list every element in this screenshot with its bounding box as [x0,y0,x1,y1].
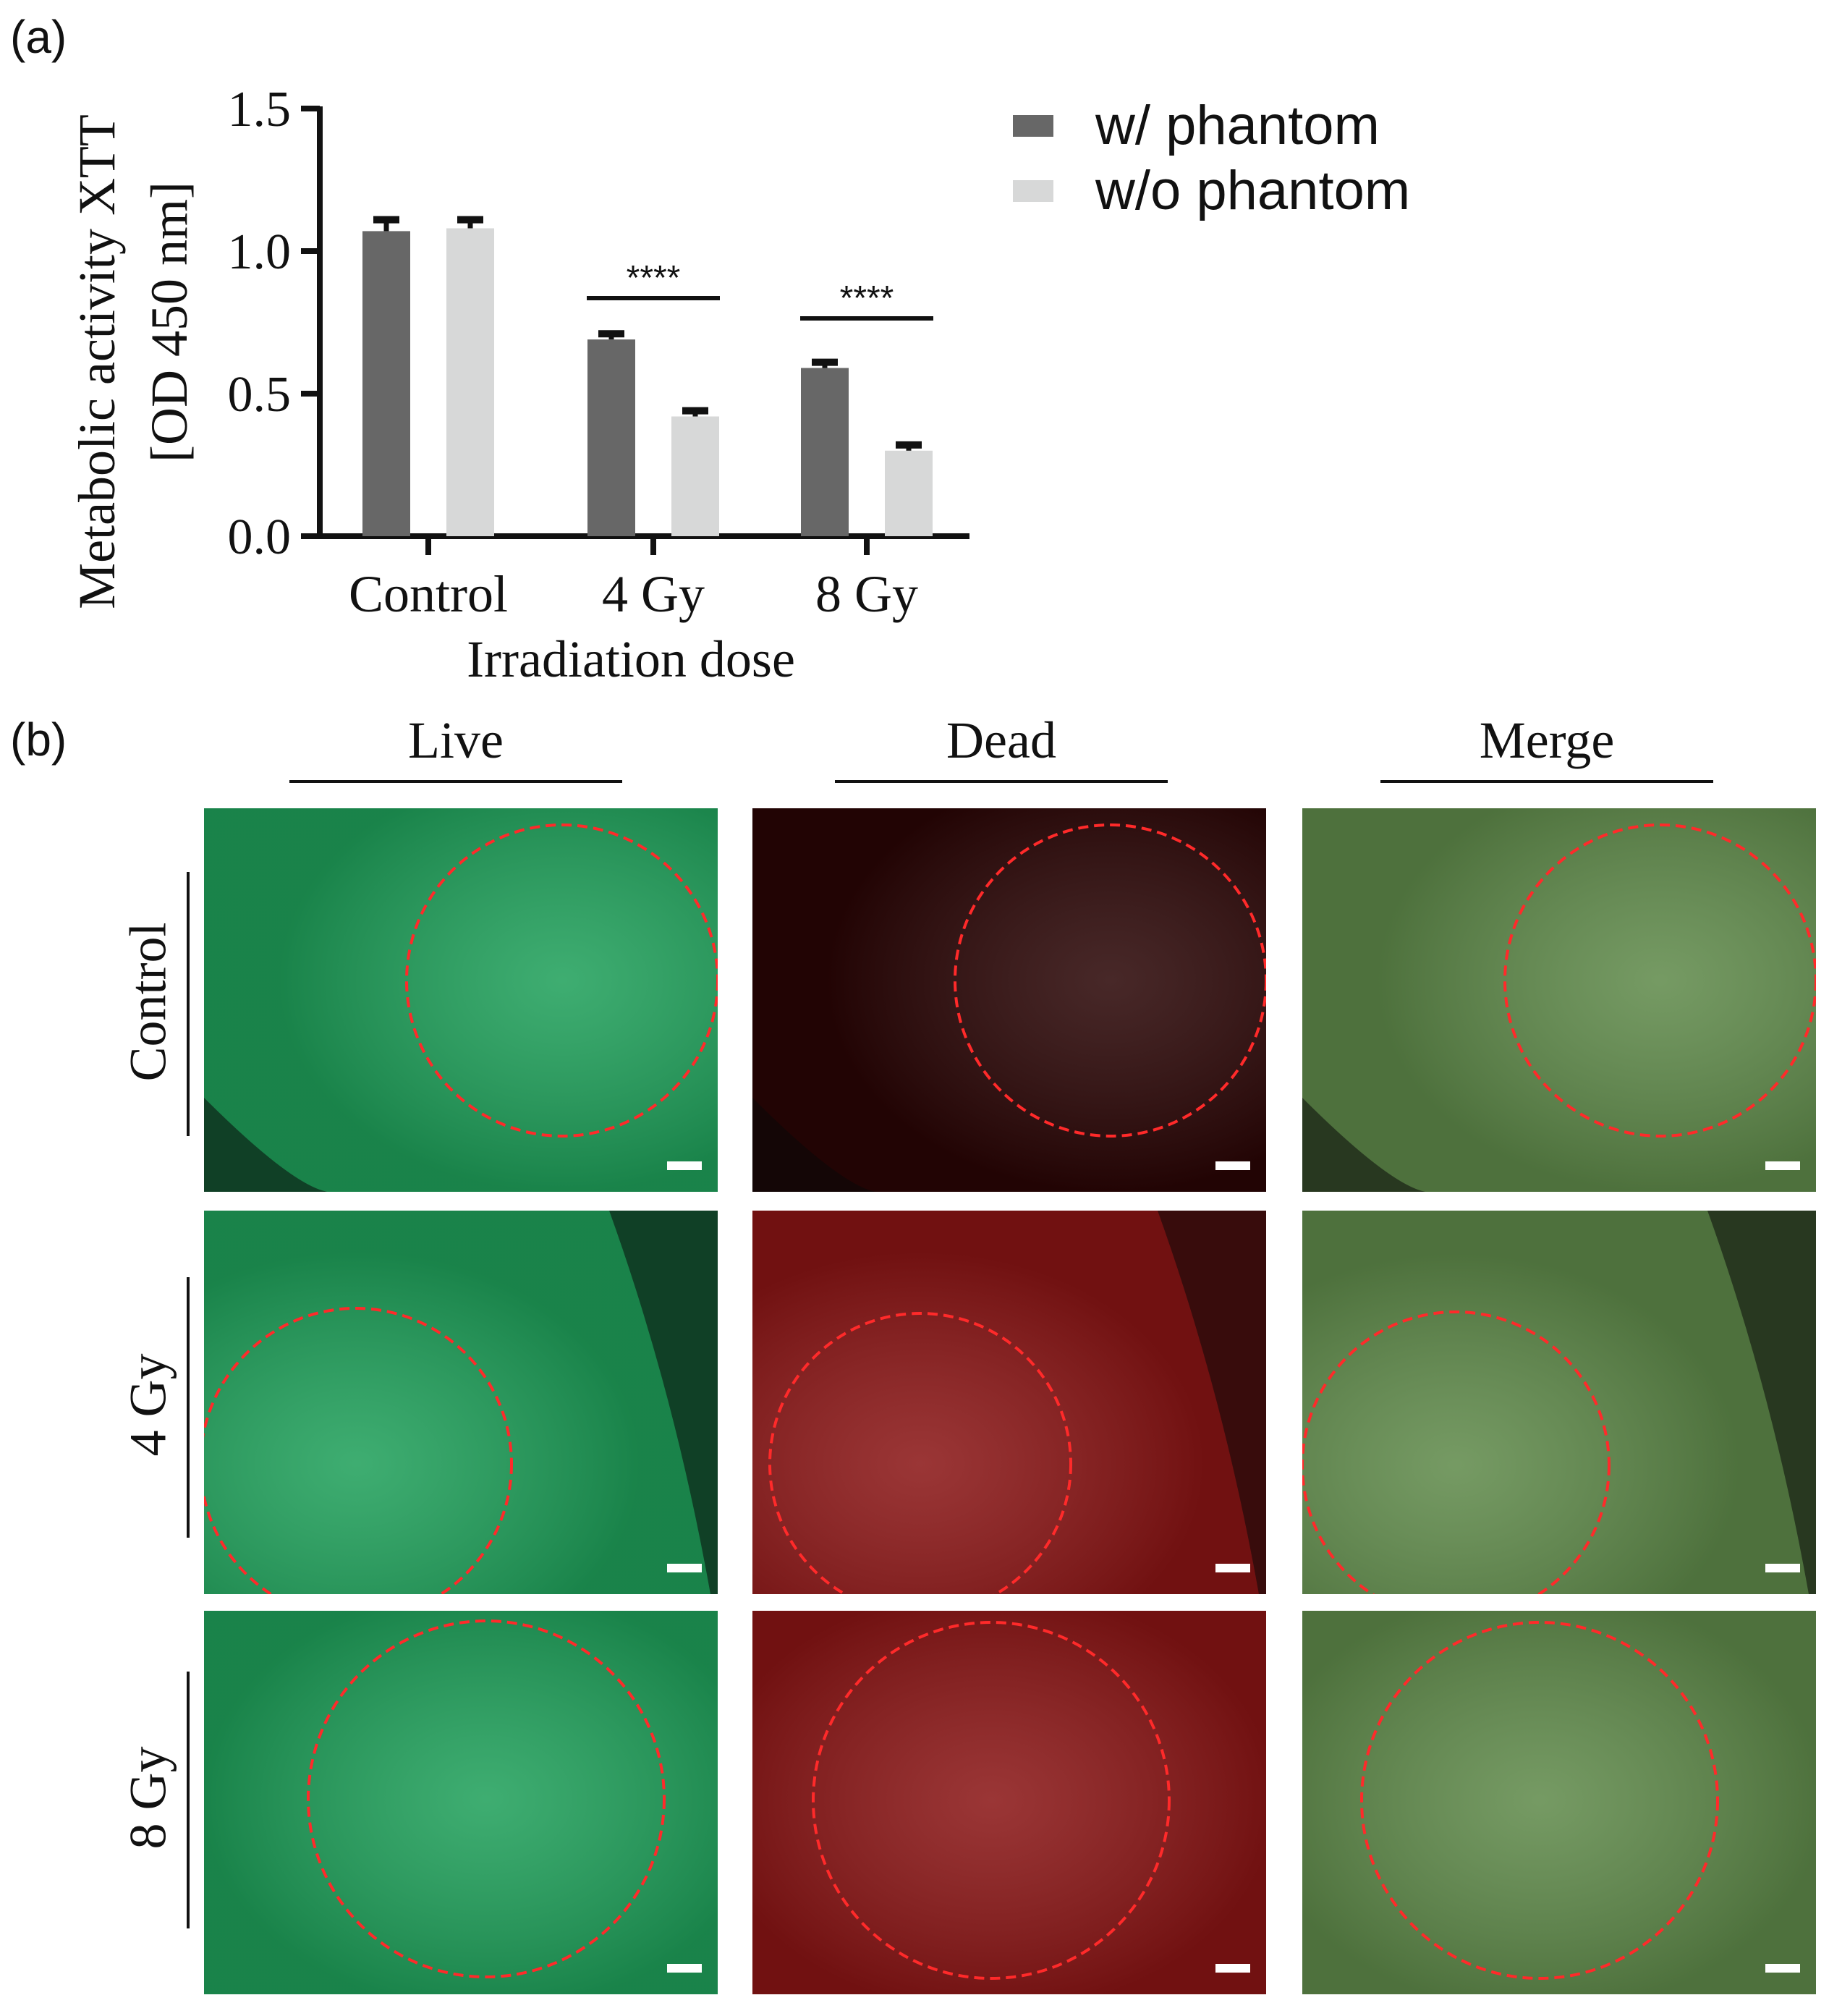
roi-circle [405,823,718,1138]
y-tick-label: 0.0 [228,509,292,565]
scale-bar [1215,1964,1250,1973]
column-header-dead: Dead [946,711,1056,769]
y-tick-label: 1.5 [228,82,292,137]
bar-chart: 0.0 0.5 1.0 1.5 Metabolic activity XTT [OD 45… [68,82,969,688]
x-axis-label: Irradiation dose [467,630,795,688]
x-tick-label: Control [349,565,508,623]
significance-stars: **** [840,279,894,318]
scale-bar [1765,1964,1800,1973]
micrograph-dead-8-gy [752,1611,1266,1994]
column-header-underline [289,780,622,783]
micrograph-dead-4-gy [752,1211,1266,1594]
row-header-8-gy: 8 Gy [119,1746,177,1849]
row-header-line [187,1672,190,1928]
micrograph-merge-4-gy [1302,1211,1816,1594]
column-header-merge: Merge [1479,711,1615,769]
legend-label: w/o phantom [1095,160,1411,221]
roi-circle [954,823,1266,1138]
micrograph-dead-control [752,808,1266,1192]
legend-swatch [1013,114,1053,137]
bar [801,368,849,536]
panel-b-label: (b) [10,713,67,766]
scale-bar [1215,1161,1250,1170]
bar [587,339,635,536]
row-header-line [187,872,190,1136]
significance-stars: **** [627,259,681,297]
scale-bar [1765,1564,1800,1572]
bar [446,228,494,536]
scale-bar [667,1564,702,1572]
row-header-control: Control [119,922,177,1082]
y-tick-label: 0.5 [228,367,292,423]
y-tick-label: 1.0 [228,224,292,280]
bar [671,416,719,536]
x-tick-label: 8 Gy [815,565,918,623]
row-header-4-gy: 4 Gy [119,1353,177,1457]
micrograph-live-4-gy [204,1211,718,1594]
roi-circle [1360,1621,1719,1980]
roi-circle [307,1619,666,1978]
panel-a-label: (a) [10,11,67,63]
x-tick-label: 4 Gy [602,565,705,623]
micrograph-live-control [204,808,718,1192]
scale-bar [667,1964,702,1973]
bar [362,231,410,536]
roi-circle [768,1312,1072,1594]
scale-bar [1765,1161,1800,1170]
scale-bar [667,1161,702,1170]
legend-swatch [1013,179,1053,202]
roi-circle [812,1621,1171,1980]
roi-circle [204,1307,513,1594]
column-header-underline [1380,780,1713,783]
legend-item: w/o phantom [1013,159,1410,222]
micrograph-merge-control [1302,808,1816,1192]
y-axis-label-unit: [OD 450 nm] [140,182,198,462]
roi-circle [1503,823,1816,1138]
legend-label: w/ phantom [1095,95,1380,156]
scale-bar [1215,1564,1250,1572]
micrograph-live-8-gy [204,1611,718,1994]
bar [885,450,933,536]
legend-item: w/ phantom [1013,94,1380,157]
micrograph-merge-8-gy [1302,1611,1816,1994]
column-header-underline [835,780,1168,783]
roi-circle [1302,1310,1611,1594]
row-header-line [187,1277,190,1538]
column-header-live: Live [408,711,504,769]
y-axis-label: Metabolic activity XTT [68,114,126,609]
